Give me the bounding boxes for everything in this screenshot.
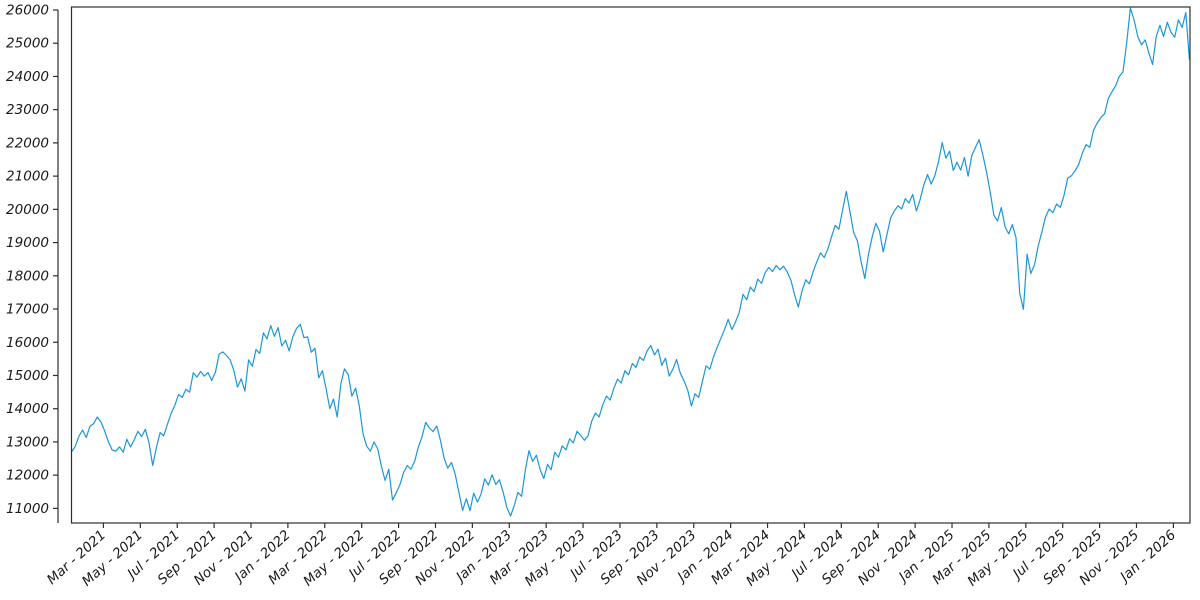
y-tick-label: 15000 — [6, 368, 49, 384]
y-tick-label: 25000 — [6, 36, 49, 52]
price-series — [70, 7, 1190, 517]
y-tick-label: 21000 — [6, 169, 49, 185]
y-tick-label: 16000 — [6, 335, 49, 351]
plot-border — [57, 6, 1191, 524]
y-tick-label: 24000 — [6, 69, 49, 85]
y-tick-label: 17000 — [6, 302, 49, 318]
y-tick-label: 11000 — [6, 501, 49, 517]
y-tick-label: 14000 — [6, 401, 49, 417]
y-tick-label: 13000 — [6, 434, 49, 450]
y-tick-label: 20000 — [6, 202, 49, 218]
axis-ticks: 11000 12000 13000 14000 15000 16000 17000 18000… — [6, 2, 1179, 589]
y-tick-label: 19000 — [6, 235, 49, 251]
price-line — [70, 7, 1190, 517]
y-tick-label: 26000 — [6, 2, 49, 18]
y-tick-label: 22000 — [6, 135, 49, 151]
plot-area-border — [70, 6, 1191, 524]
y-tick-label: 12000 — [6, 468, 49, 484]
y-tick-label: 18000 — [6, 268, 49, 284]
y-tick-label: 23000 — [6, 102, 49, 118]
